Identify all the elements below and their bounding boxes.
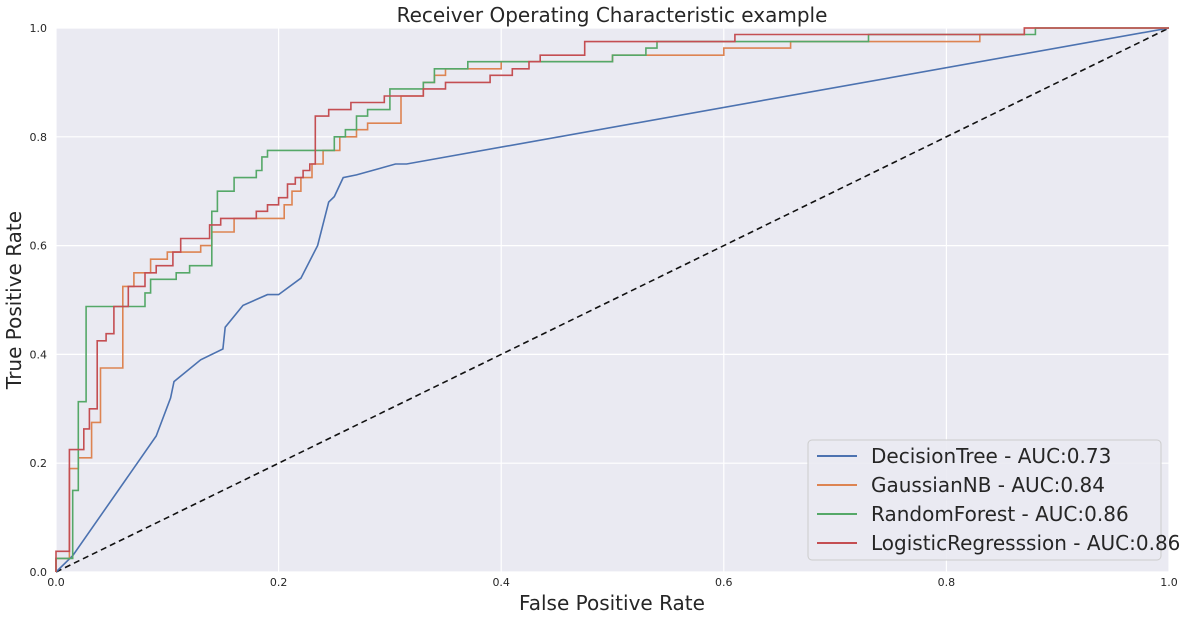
x-tick-label: 0.8 bbox=[938, 576, 956, 589]
series-decisiontree-line bbox=[55, 27, 1170, 573]
y-tick-label: 0.2 bbox=[30, 457, 48, 470]
series-logisticregression-line bbox=[55, 27, 1169, 572]
chance-diagonal-line bbox=[55, 27, 1170, 573]
reference-line-group bbox=[55, 27, 1170, 573]
y-tick-label: 0.6 bbox=[30, 240, 48, 253]
legend: DecisionTree - AUC:0.73 GaussianNB - AUC… bbox=[807, 439, 1180, 561]
legend-box bbox=[807, 439, 1162, 561]
legend-label-decisiontree: DecisionTree - AUC:0.73 bbox=[871, 444, 1111, 468]
y-axis-title: True Positive Rate bbox=[2, 211, 26, 390]
y-tick-label: 0.8 bbox=[30, 131, 48, 144]
y-tick-label: 1.0 bbox=[30, 22, 48, 35]
x-tick-label: 0.0 bbox=[47, 576, 65, 589]
x-tick-label: 0.2 bbox=[270, 576, 288, 589]
legend-label-gaussiannb: GaussianNB - AUC:0.84 bbox=[871, 473, 1105, 497]
grid bbox=[55, 27, 1170, 573]
x-tick-label: 1.0 bbox=[1160, 576, 1178, 589]
tick-labels: 0.0 0.2 0.4 0.6 0.8 1.0 0.0 0.2 0.4 0.6 0.8 1.0 bbox=[30, 22, 1178, 589]
y-tick-label: 0.0 bbox=[30, 566, 48, 579]
series-group bbox=[55, 27, 1170, 573]
legend-label-logisticregression: LogisticRegresssion - AUC:0.86 bbox=[871, 531, 1180, 555]
series-randomforest-line bbox=[55, 27, 1169, 572]
x-axis-title: False Positive Rate bbox=[519, 591, 705, 615]
chart-title: Receiver Operating Characteristic exampl… bbox=[397, 3, 828, 27]
y-tick-label: 0.4 bbox=[30, 348, 48, 361]
x-tick-label: 0.6 bbox=[715, 576, 733, 589]
x-tick-label: 0.4 bbox=[492, 576, 510, 589]
legend-label-randomforest: RandomForest - AUC:0.86 bbox=[871, 502, 1129, 526]
